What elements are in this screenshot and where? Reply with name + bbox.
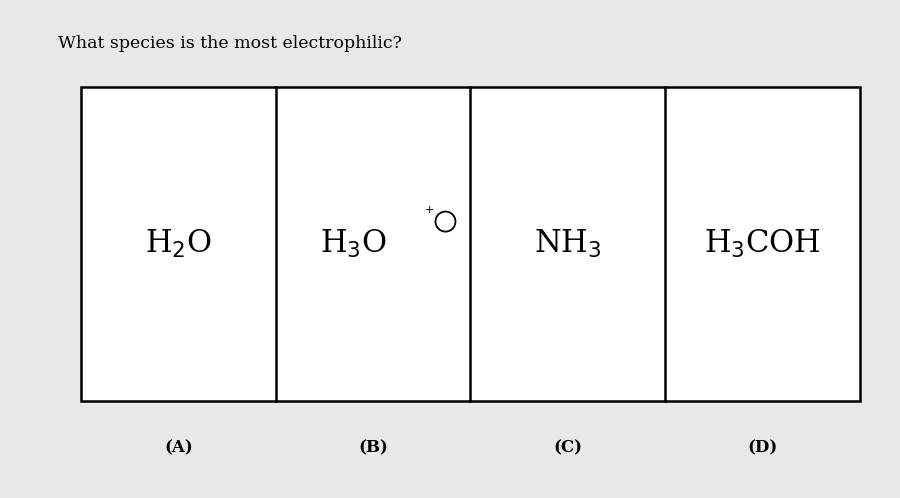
Text: What species is the most electrophilic?: What species is the most electrophilic? xyxy=(58,35,402,52)
Bar xyxy=(81,87,860,401)
Text: NH$_3$: NH$_3$ xyxy=(534,228,601,260)
Text: (D): (D) xyxy=(747,440,778,457)
Text: +: + xyxy=(425,205,435,215)
Text: H$_3$O: H$_3$O xyxy=(320,228,386,260)
Text: (B): (B) xyxy=(358,440,388,457)
Text: (A): (A) xyxy=(164,440,193,457)
Text: H$_3$COH: H$_3$COH xyxy=(704,228,821,260)
Text: (C): (C) xyxy=(554,440,582,457)
Text: H$_2$O: H$_2$O xyxy=(145,228,212,260)
